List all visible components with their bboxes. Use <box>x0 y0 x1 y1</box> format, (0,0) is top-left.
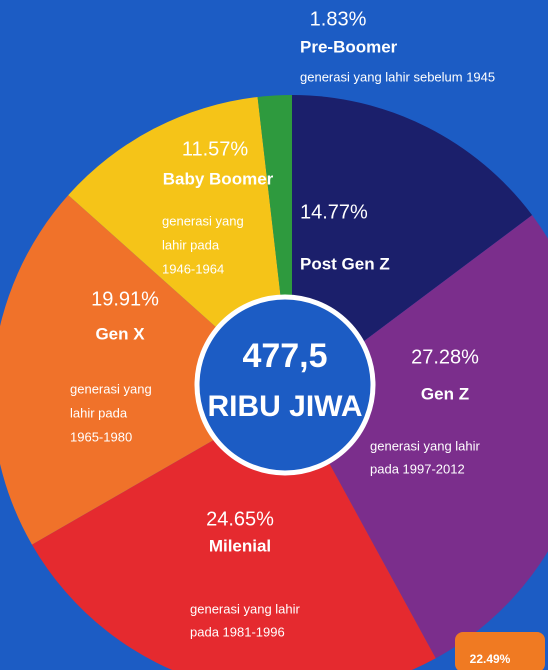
description: pada 1981-1996 <box>190 624 285 639</box>
pie-slice <box>292 95 533 395</box>
category-label: Milenial <box>209 536 271 555</box>
value-label: 11.57% <box>182 138 249 160</box>
description: pada 1997-2012 <box>370 461 465 476</box>
pie-slice <box>292 215 548 659</box>
description: generasi yang lahir <box>370 438 481 453</box>
badge-text: 22.49% <box>470 652 511 666</box>
value-label: 27.28% <box>411 346 479 368</box>
description: generasi yang lahir sebelum 1945 <box>300 69 495 84</box>
pie-slice <box>31 395 436 670</box>
description: lahir pada <box>70 405 128 420</box>
category-label: Baby Boomer <box>163 169 274 188</box>
center-unit: RIBU JIWA <box>207 390 362 423</box>
value-label: 19.91% <box>91 288 159 310</box>
description: generasi yang lahir <box>190 601 301 616</box>
center-circle <box>194 294 376 476</box>
description: 1965-1980 <box>70 429 132 444</box>
center-value: 477,5 <box>242 337 327 375</box>
description: generasi yang <box>162 213 244 228</box>
category-label: Gen X <box>95 324 145 343</box>
category-label: Post Gen Z <box>300 254 390 273</box>
value-label: 14.77% <box>300 201 368 223</box>
corner-badge <box>455 632 545 670</box>
description: lahir pada <box>162 237 220 252</box>
description: 1946-1964 <box>162 261 224 276</box>
value-label: 24.65% <box>206 508 274 530</box>
pie-slice <box>0 195 292 545</box>
value-label: 1.83% <box>310 8 367 30</box>
category-label: Pre-Boomer <box>300 37 398 56</box>
category-label: Gen Z <box>421 384 469 403</box>
description: generasi yang <box>70 381 152 396</box>
